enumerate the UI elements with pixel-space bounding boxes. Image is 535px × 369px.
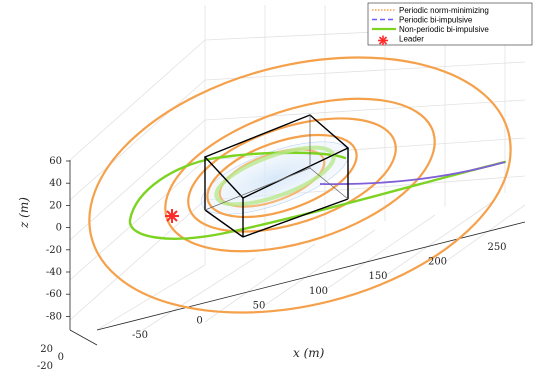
series-periodic-bi-impulsive xyxy=(319,161,506,186)
z-tick-4: -20 xyxy=(46,245,62,256)
series-periodic-norm-minimizing xyxy=(88,56,512,314)
y-tick-labels: 20 0 -20 xyxy=(37,344,64,369)
x-tick-6: 250 xyxy=(487,242,506,253)
z-tick-1: 40 xyxy=(49,178,62,189)
legend-label-0: Periodic norm-minimizing xyxy=(399,6,489,15)
z-axis-label: z (m) xyxy=(17,197,31,229)
leader-marker xyxy=(165,209,179,223)
z-tick-6: -60 xyxy=(46,289,62,300)
x-tick-labels: -50050100150200250300 xyxy=(132,242,507,341)
legend-label-3: Leader xyxy=(399,35,424,44)
x-tick-4: 150 xyxy=(368,271,387,282)
orbit-orange-3 xyxy=(187,117,397,233)
z-tick-labels: 60 40 20 0 -20 -40 -60 -80 xyxy=(46,156,70,322)
y-tick-0: 20 xyxy=(40,344,53,355)
orbit-green-path xyxy=(128,151,507,240)
legend-marker-3-3 xyxy=(378,36,388,45)
y-tick-2: -20 xyxy=(37,361,53,369)
z-tick-3: 0 xyxy=(56,223,62,234)
y-tick-1: 0 xyxy=(58,352,64,363)
axes xyxy=(69,160,526,346)
z-tick-0: 60 xyxy=(49,156,62,167)
x-tick-1: 0 xyxy=(196,315,202,326)
orbit-orange-2 xyxy=(164,97,436,253)
wireframe-box xyxy=(203,114,350,238)
x-tick-5: 200 xyxy=(428,257,447,268)
legend-item-3: Leader xyxy=(378,35,424,46)
x-tick-0: -50 xyxy=(132,330,148,341)
legend-item-2: Non-periodic bi-impulsive xyxy=(372,25,489,34)
x-tick-2: 50 xyxy=(253,301,266,312)
z-tick-2: 20 xyxy=(49,200,62,211)
x-tick-3: 100 xyxy=(309,286,328,297)
x-axis-label: x (m) xyxy=(293,346,325,360)
legend-item-0: Periodic norm-minimizing xyxy=(372,6,489,15)
legend-label-2: Non-periodic bi-impulsive xyxy=(399,25,489,34)
orbit-orange-outer xyxy=(88,56,512,314)
z-tick-7: -80 xyxy=(46,311,62,322)
orbit-orange-4 xyxy=(206,133,358,219)
legend-label-1: Periodic bi-impulsive xyxy=(399,16,473,25)
z-tick-5: -40 xyxy=(46,267,62,278)
wireframe-box-hidden xyxy=(204,115,349,211)
legend-item-1: Periodic bi-impulsive xyxy=(372,16,473,25)
